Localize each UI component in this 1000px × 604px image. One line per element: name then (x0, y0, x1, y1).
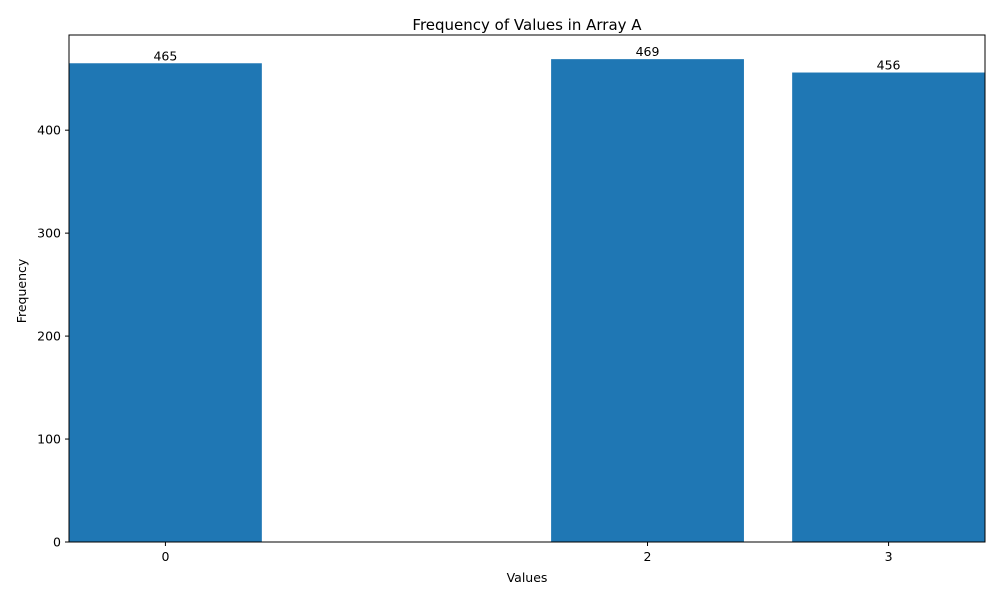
bar-labels-layer: 465 469 456 (153, 44, 900, 72)
bars-layer (69, 59, 985, 543)
bar-value-label: 469 (636, 44, 660, 59)
y-axis-label: Frequency (14, 258, 29, 323)
x-tick-label: 2 (644, 549, 652, 564)
bar-3 (792, 72, 985, 543)
plot-area-frame (68, 34, 986, 543)
x-axis-label: Values (507, 570, 548, 585)
bar-2 (551, 59, 744, 543)
x-tick-label: 0 (161, 549, 169, 564)
y-tick-label: 200 (37, 329, 61, 344)
bar-value-label: 465 (153, 48, 177, 63)
bar-value-label: 456 (877, 58, 901, 73)
chart-title: Frequency of Values in Array A (412, 16, 642, 34)
y-axis-ticks: 0 100 200 300 400 (37, 123, 69, 550)
y-tick-label: 300 (37, 226, 61, 241)
y-tick-label: 400 (37, 123, 61, 138)
x-tick-label: 3 (885, 549, 893, 564)
x-axis-ticks: 0 2 3 (161, 542, 893, 564)
y-tick-label: 100 (37, 432, 61, 447)
y-tick-label: 0 (53, 535, 61, 550)
bar-0 (69, 63, 262, 542)
